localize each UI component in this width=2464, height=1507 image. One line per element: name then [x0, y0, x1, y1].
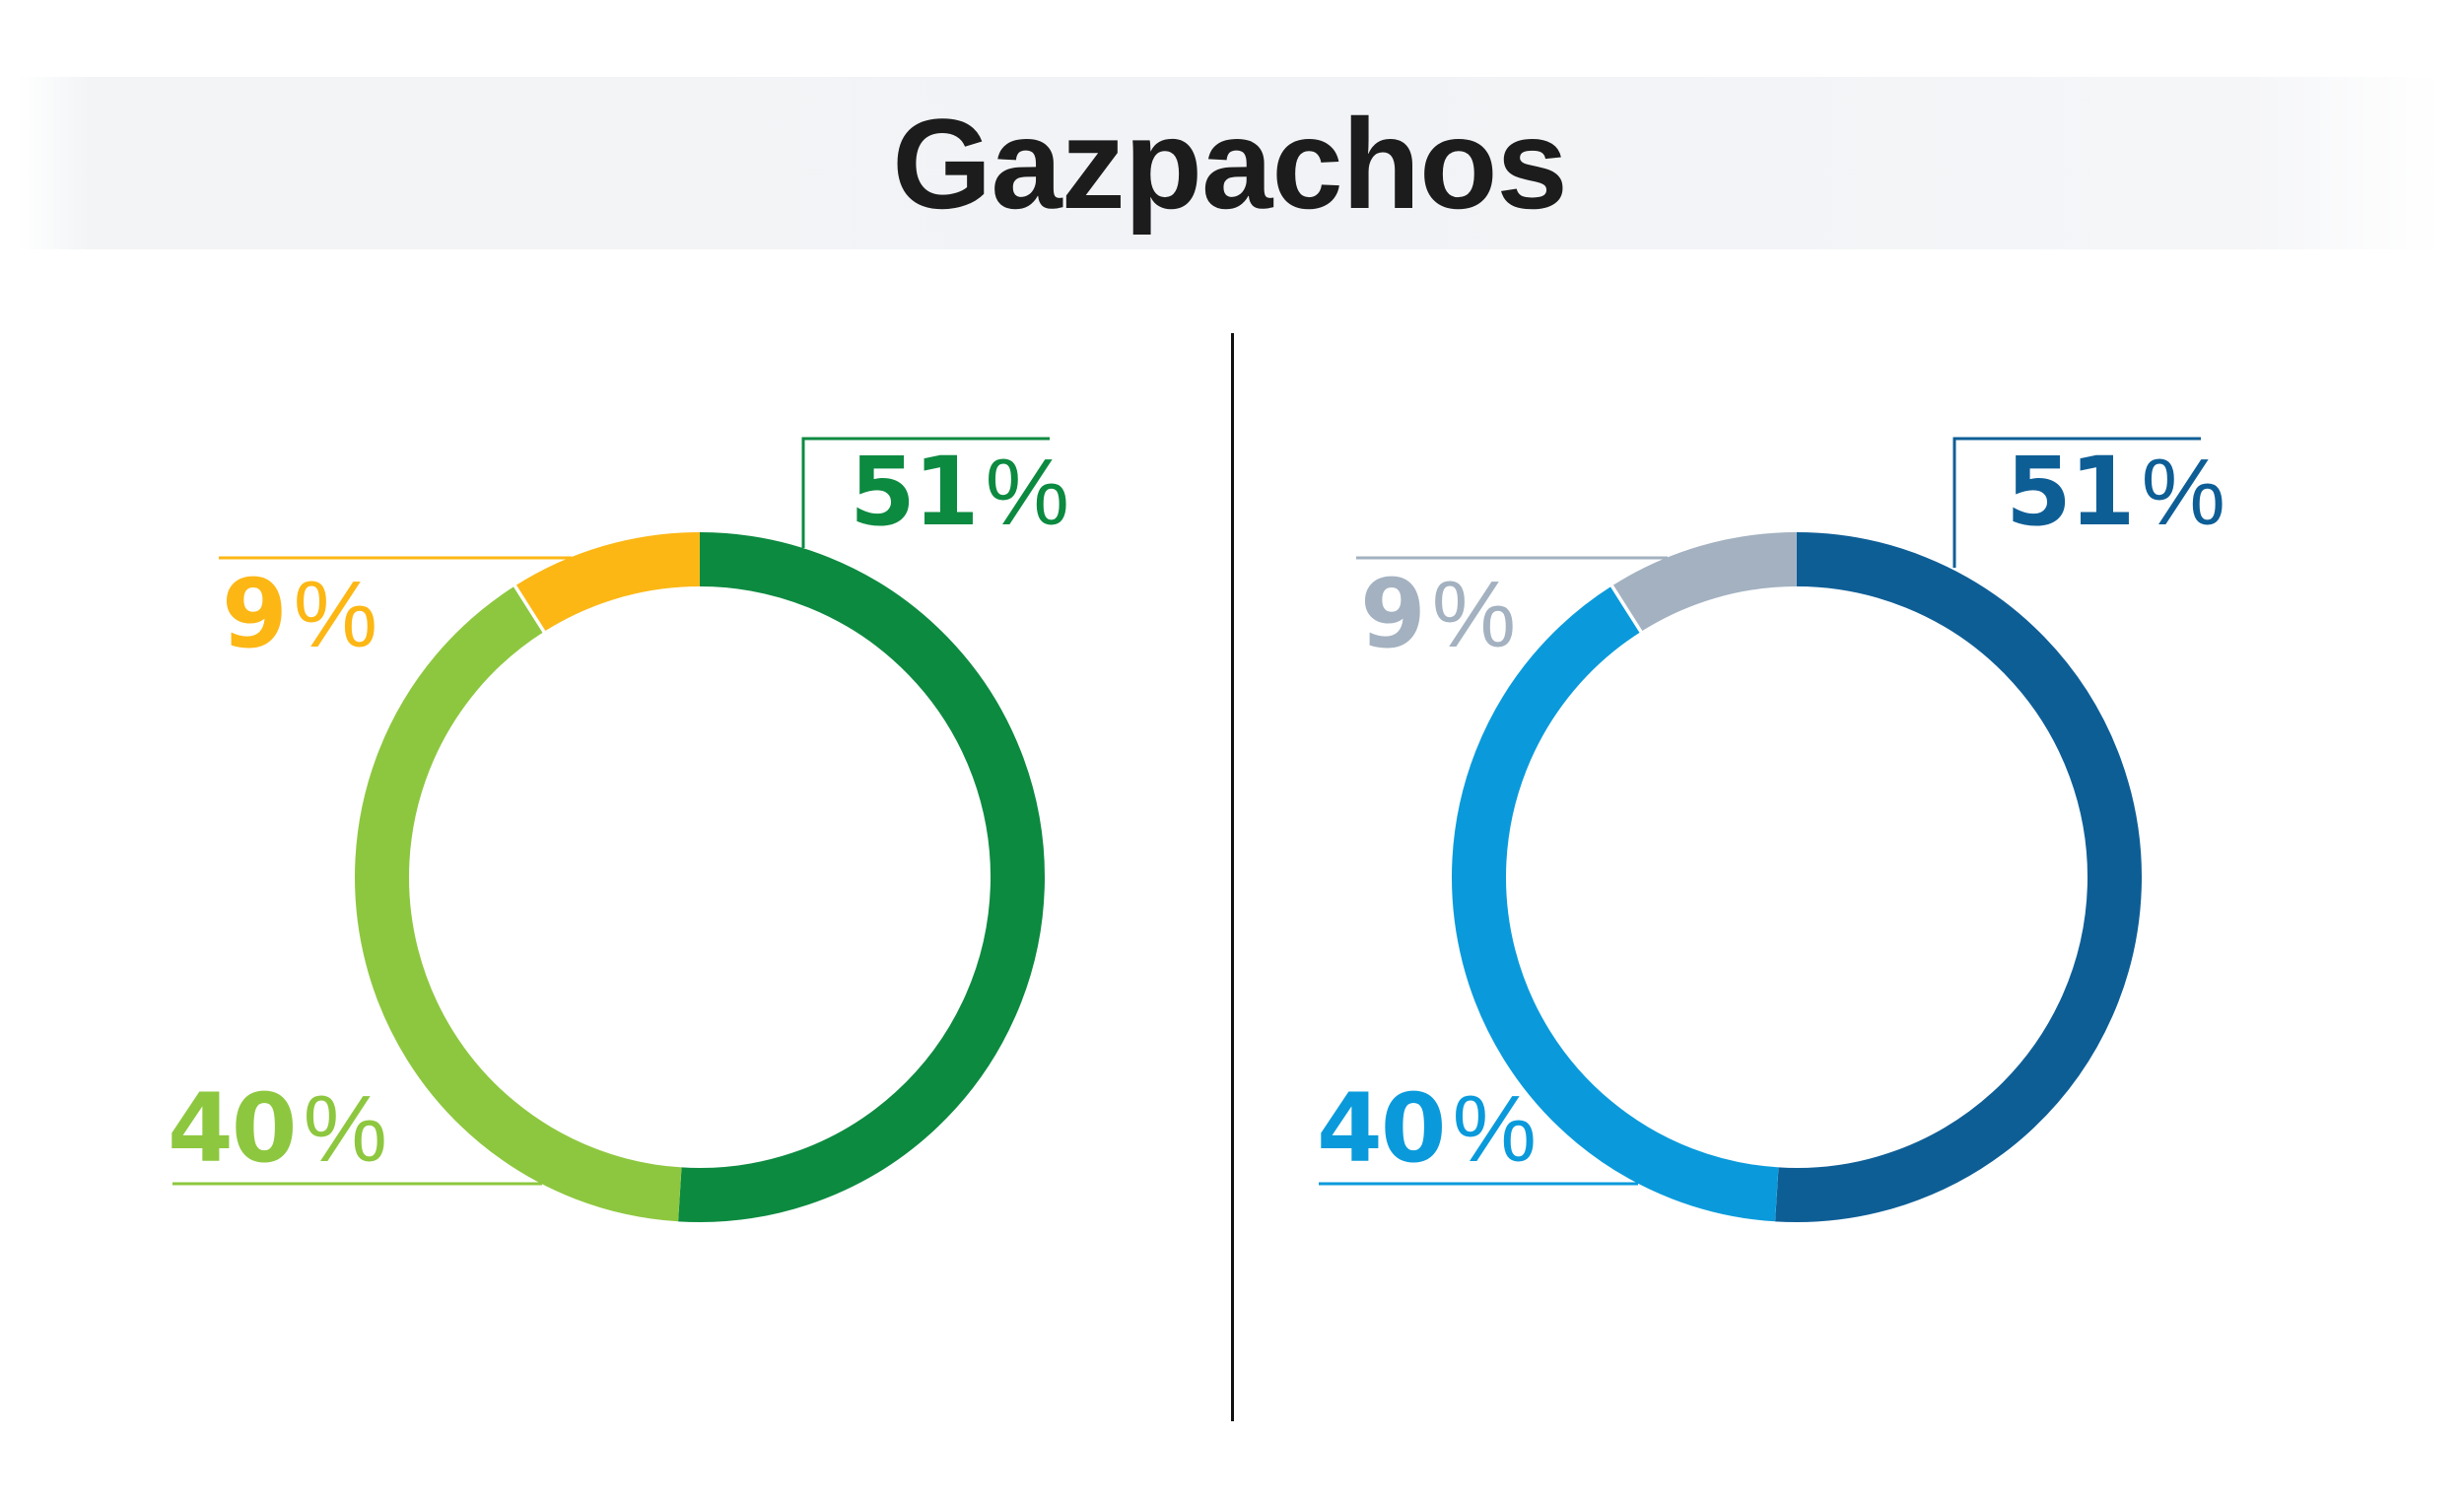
label-51-green: 51%: [850, 445, 1069, 567]
segment-gap-blue: [1608, 582, 1645, 637]
segment-9-green: [514, 532, 701, 633]
segment-51-green: [678, 532, 1045, 1222]
label-value: 51: [2006, 437, 2136, 547]
label-40-blue: 40%: [1317, 1081, 1537, 1203]
percent-sign: %: [303, 1076, 387, 1182]
percent-sign: %: [1452, 1076, 1537, 1182]
label-value: 40: [168, 1073, 298, 1184]
label-40-green: 40%: [168, 1081, 387, 1203]
segment-9-blue: [1611, 532, 1798, 633]
label-9-blue: 9%: [1360, 567, 1516, 689]
label-value: 9: [222, 559, 288, 669]
callout-51-green: [801, 437, 1050, 548]
percent-sign: %: [2141, 440, 2225, 545]
segment-40-green: [355, 585, 682, 1222]
page-title: Gazpachos: [892, 91, 1568, 236]
percent-sign: %: [985, 440, 1069, 545]
label-9-green: 9%: [222, 567, 377, 689]
title-banner: Gazpachos: [18, 77, 2441, 249]
label-value: 40: [1317, 1073, 1447, 1184]
label-value: 9: [1360, 559, 1426, 669]
percent-sign: %: [293, 562, 378, 667]
label-value: 51: [850, 437, 980, 547]
segment-40-blue: [1452, 585, 1779, 1222]
segment-gap-green: [511, 582, 548, 637]
percent-sign: %: [1431, 562, 1517, 667]
callout-51-blue: [1952, 437, 2201, 568]
divider-line: [1231, 333, 1234, 1421]
label-51-blue: 51%: [2006, 445, 2225, 567]
segment-51-blue: [1775, 532, 2142, 1222]
